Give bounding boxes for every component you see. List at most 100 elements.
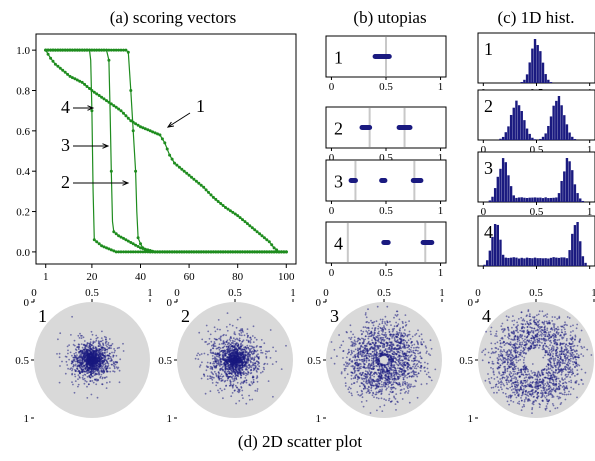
scatter-point [375, 340, 377, 342]
scatter-point [235, 356, 237, 358]
scatter-point [389, 398, 391, 400]
scatter-point [112, 356, 114, 358]
scatter-point [225, 355, 227, 357]
scatter-point [105, 337, 107, 339]
scatter-point [221, 390, 223, 392]
scatter-point [114, 350, 116, 352]
hist-panel-label: 2 [484, 96, 493, 116]
scatter-point [89, 343, 91, 345]
scatter-point [239, 389, 241, 391]
scatter-point [370, 320, 372, 322]
scatter-point [386, 324, 388, 326]
title-utopias: (b) utopias [353, 8, 426, 27]
scatter-point [239, 353, 241, 355]
y-tick-label: 0.6 [16, 126, 30, 138]
scatter-point [241, 352, 243, 354]
hist-bar [560, 105, 562, 140]
hist-bar [542, 198, 544, 202]
scatter-point [402, 322, 404, 324]
scatter-point [197, 358, 199, 360]
scatter-point [102, 343, 104, 345]
scatter-point [215, 345, 217, 347]
scatter-point [380, 343, 382, 345]
scatter-point [251, 381, 253, 383]
scatter-point [222, 354, 224, 356]
scatter-point [206, 325, 208, 327]
hist-bar [513, 108, 515, 140]
hist-bar [544, 258, 546, 266]
hist-bar [539, 51, 541, 83]
scatter-point [59, 382, 61, 384]
scatter-point [74, 340, 76, 342]
scatter-point [405, 322, 407, 324]
scatter-point [416, 340, 418, 342]
scatter-point [78, 384, 80, 386]
scatter-point [356, 381, 358, 383]
scatter-point [352, 372, 354, 374]
scatter-point [233, 337, 235, 339]
hist-bar [542, 137, 544, 140]
scatter-point [96, 348, 98, 350]
scatter-point [351, 352, 353, 354]
scatter-point [240, 373, 242, 375]
scatter-point [199, 354, 201, 356]
scatter-point [377, 335, 379, 337]
series-point-1 [95, 92, 98, 95]
scatter-point [383, 327, 385, 329]
scatter-point [59, 332, 61, 334]
scatter-point [376, 320, 378, 322]
series-line-4 [46, 50, 287, 252]
scatter-point [212, 358, 214, 360]
scatter-point [249, 360, 251, 362]
scatter-point [237, 382, 239, 384]
scatter-point [74, 345, 76, 347]
scatter-point [206, 365, 208, 367]
scatter-point [218, 359, 220, 361]
scatter-point [217, 328, 219, 330]
scatter-point [241, 335, 243, 337]
scatter-point [111, 364, 113, 366]
scatter-point [330, 357, 332, 359]
scatter-point [90, 346, 92, 348]
scatter-point [123, 350, 125, 352]
scatter-point [349, 359, 351, 361]
scatter-point [348, 352, 350, 354]
scatter-point [110, 360, 112, 362]
scatter-point [384, 323, 386, 325]
scatter-point [207, 331, 209, 333]
series-point-1 [52, 60, 55, 63]
series-point-1 [49, 57, 52, 60]
scatter-point [67, 346, 69, 348]
scatter-point [381, 381, 383, 383]
scatter-point [334, 349, 336, 351]
scatter-point [393, 348, 395, 350]
scatter-point [406, 342, 408, 344]
hist-bar [537, 45, 539, 83]
hist-bar [571, 234, 573, 266]
scatter-point [253, 341, 255, 343]
scatter-point [61, 361, 63, 363]
series-point-1 [251, 226, 254, 229]
x-tick-label: 60 [184, 271, 196, 283]
scatter-point [387, 384, 389, 386]
scatter-point [424, 362, 426, 364]
scatter-point [218, 347, 220, 349]
hist-panel-label: 1 [484, 39, 493, 59]
scatter-point [250, 373, 252, 375]
scatter-point [197, 353, 199, 355]
scatter-point [400, 350, 402, 352]
scatter-point [239, 338, 241, 340]
scatter-point [231, 356, 233, 358]
scatter-point [387, 337, 389, 339]
scatter-point [361, 393, 363, 395]
scatter-point [363, 358, 365, 360]
scatter-point [70, 367, 72, 369]
scatter-point [249, 345, 251, 347]
scatter-point [222, 347, 224, 349]
series-point-4 [88, 49, 91, 52]
hist-bar [539, 198, 541, 202]
scatter-point [245, 362, 247, 364]
scatter-point [249, 350, 251, 352]
hist-bar [507, 258, 509, 266]
